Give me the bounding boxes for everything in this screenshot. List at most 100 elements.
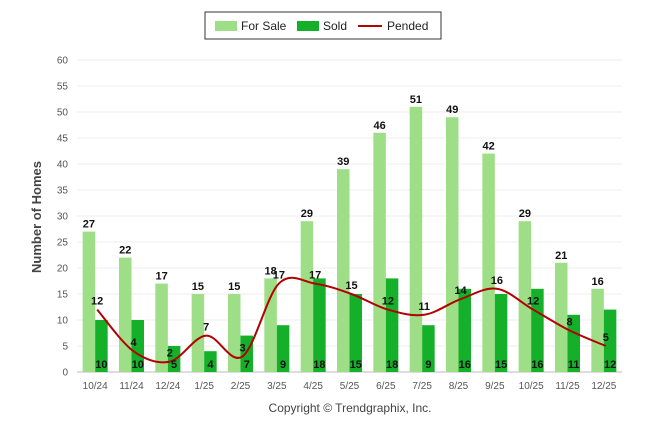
bar-sold: [567, 314, 580, 372]
bar-for-sale: [373, 132, 386, 372]
bar-for-sale: [191, 294, 205, 372]
bar-sold: [276, 325, 290, 372]
label-sold: 9: [280, 359, 286, 371]
legend-swatch-sold: [297, 21, 319, 31]
bar-sold: [458, 288, 471, 372]
y-axis-title: Number of Homes: [29, 161, 44, 273]
bars: [82, 106, 617, 373]
label-pended: 11: [418, 301, 430, 313]
pended-line-group: [96, 276, 607, 364]
bar-for-sale: [264, 278, 277, 372]
y-tick-label: 20: [57, 264, 69, 275]
label-for-sale: 15: [228, 281, 240, 293]
y-tick-label: 5: [62, 342, 68, 353]
bar-for-sale: [82, 231, 96, 372]
legend-label-sold: Sold: [323, 19, 347, 33]
bar-sold: [204, 351, 217, 372]
label-for-sale: 46: [373, 120, 385, 132]
label-pended: 2: [167, 348, 173, 360]
bar-for-sale: [591, 288, 604, 372]
legend-swatch-for-sale: [215, 21, 237, 31]
copyright: Copyright © Trendgraphix, Inc.: [269, 401, 432, 415]
label-pended: 14: [454, 285, 467, 297]
bar-sold: [385, 278, 399, 372]
label-for-sale: 51: [410, 94, 422, 106]
y-tick-label: 35: [57, 186, 69, 197]
pended-line: [96, 276, 607, 364]
data-labels: 2710221017515415718929183915461851949164…: [83, 94, 616, 371]
bar-for-sale: [119, 257, 132, 372]
x-tick-label: 10/25: [519, 381, 544, 392]
label-pended: 7: [203, 322, 209, 334]
label-sold: 10: [95, 359, 107, 371]
legend-box: [204, 11, 442, 40]
label-sold: 18: [313, 359, 325, 371]
y-tick-label: 0: [62, 368, 68, 379]
label-pended: 17: [273, 270, 285, 282]
y-tick-label: 40: [57, 160, 69, 171]
label-pended: 17: [309, 270, 321, 282]
y-tick-label: 30: [57, 212, 69, 223]
label-for-sale: 15: [192, 281, 204, 293]
label-sold: 7: [244, 359, 250, 371]
y-tick-label: 60: [57, 56, 69, 67]
legend-label-pended: Pended: [387, 19, 428, 33]
label-for-sale: 29: [301, 208, 313, 220]
bar-for-sale: [228, 294, 241, 372]
label-sold: 15: [350, 359, 362, 371]
label-sold: 11: [568, 359, 580, 371]
label-for-sale: 42: [482, 141, 494, 153]
label-pended: 12: [527, 296, 539, 308]
label-for-sale: 18: [264, 265, 276, 277]
label-sold: 5: [171, 359, 177, 371]
legend-label-for-sale: For Sale: [241, 19, 287, 33]
bar-for-sale: [482, 153, 495, 372]
y-axis-ticks: 0 5 10 15 20 25 30 35 40 45 50 55 60: [57, 56, 69, 379]
label-for-sale: 29: [519, 208, 531, 220]
bar-sold: [131, 320, 144, 372]
label-pended: 3: [239, 342, 245, 354]
x-tick-label: 8/25: [449, 381, 469, 392]
label-pended: 16: [491, 275, 503, 287]
label-sold: 10: [132, 359, 144, 371]
label-for-sale: 39: [337, 156, 349, 168]
label-for-sale: 16: [591, 276, 603, 288]
label-for-sale: 17: [155, 271, 167, 283]
x-tick-label: 11/24: [119, 381, 144, 392]
x-tick-label: 7/25: [412, 381, 432, 392]
bar-for-sale: [300, 221, 314, 372]
bar-for-sale: [155, 283, 168, 372]
legend: For Sale Sold Pended: [204, 11, 442, 40]
x-tick-label: 1/25: [194, 381, 214, 392]
label-sold: 18: [386, 359, 398, 371]
x-tick-label: 5/25: [340, 381, 360, 392]
bar-sold: [349, 294, 362, 372]
x-tick-label: 6/25: [376, 381, 396, 392]
bar-for-sale: [337, 169, 350, 372]
label-for-sale: 27: [83, 219, 95, 231]
label-sold: 16: [531, 359, 543, 371]
label-for-sale: 21: [555, 250, 567, 262]
label-sold: 9: [425, 359, 431, 371]
bar-for-sale: [409, 106, 423, 373]
x-tick-label: 12/24: [155, 381, 180, 392]
label-pended: 8: [566, 316, 572, 328]
y-tick-label: 50: [57, 108, 69, 119]
label-sold: 16: [459, 359, 471, 371]
label-pended: 5: [603, 332, 609, 344]
bar-for-sale: [446, 117, 459, 372]
x-tick-label: 10/24: [83, 381, 108, 392]
y-tick-label: 10: [57, 316, 69, 327]
label-sold: 4: [207, 359, 214, 371]
label-pended: 15: [345, 280, 357, 292]
y-tick-label: 45: [57, 134, 69, 145]
x-tick-label: 2/25: [231, 381, 251, 392]
label-for-sale: 22: [119, 245, 131, 257]
bar-sold: [95, 320, 108, 372]
x-tick-label: 9/25: [485, 381, 505, 392]
x-tick-label: 3/25: [267, 381, 287, 392]
bar-sold: [494, 294, 508, 372]
bar-for-sale: [518, 221, 532, 372]
label-sold: 15: [495, 359, 507, 371]
